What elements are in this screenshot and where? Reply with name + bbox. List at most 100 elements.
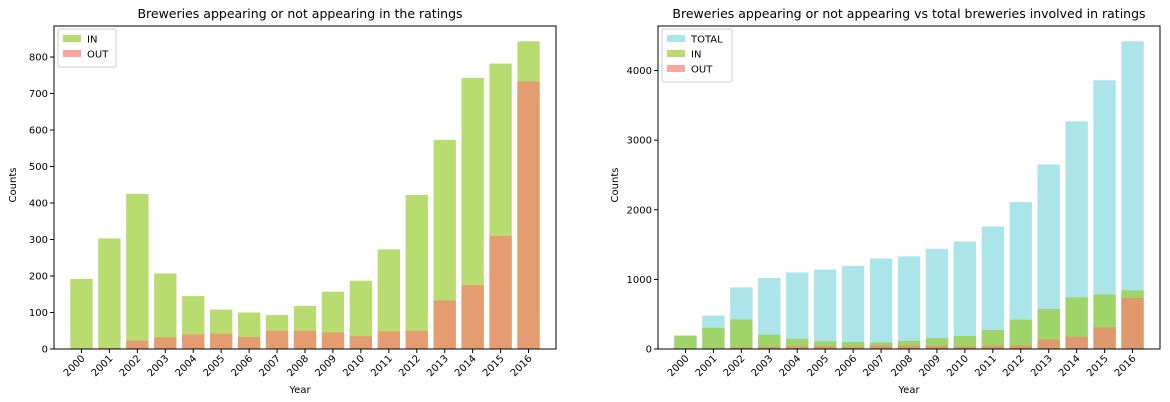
- bar-out-2002: [126, 340, 149, 349]
- bar-out-2016: [1121, 297, 1144, 349]
- x-tick-label: 2016: [509, 353, 535, 379]
- bar-in-2000: [70, 278, 93, 349]
- bar-in-2011: [981, 330, 1004, 349]
- bar-in-2010: [349, 280, 373, 349]
- legend-label-out: OUT: [87, 50, 109, 61]
- x-tick-label: 2011: [369, 353, 395, 379]
- legend: TOTAL IN OUT: [661, 28, 733, 83]
- y-tick-label: 800: [29, 53, 48, 64]
- bar-in-2005: [814, 341, 837, 349]
- x-tick-label: 2012: [397, 353, 423, 379]
- y-axis-label: Counts: [610, 168, 621, 203]
- bar-out-2016: [517, 81, 540, 349]
- legend-swatch-total: [667, 35, 685, 42]
- bar-out-2004: [786, 346, 809, 349]
- bar-out-2010: [349, 336, 373, 349]
- x-tick-label: 2007: [861, 353, 887, 379]
- y-tick-label: 300: [29, 235, 48, 246]
- bar-total-2014: [1065, 121, 1088, 350]
- x-tick-label: 2000: [62, 353, 88, 379]
- bar-out-2009: [321, 332, 345, 349]
- x-tick-label: 2004: [174, 353, 200, 379]
- x-tick-label: 2013: [1029, 353, 1055, 379]
- x-tick-label: 2010: [341, 353, 367, 379]
- legend-swatch-in: [667, 50, 685, 57]
- x-tick-label: 2007: [257, 353, 283, 379]
- bar-total-2006: [841, 265, 865, 349]
- x-tick-label: 2009: [313, 353, 339, 379]
- bar-total-2008: [897, 256, 921, 349]
- chart-title: Breweries appearing or not appearing in …: [137, 6, 462, 21]
- x-tick-label: 2002: [722, 353, 748, 379]
- x-tick-label: 2014: [453, 353, 479, 379]
- bar-in-2013: [433, 139, 456, 349]
- bar-total-2003: [758, 278, 781, 349]
- x-tick-label: 2001: [90, 353, 116, 379]
- bar-out-2006: [237, 336, 261, 349]
- x-tick-label: 2005: [202, 353, 228, 379]
- bar-in-2014: [1065, 297, 1088, 349]
- bar-in-2013: [1037, 309, 1060, 349]
- bar-out-2013: [1037, 339, 1060, 349]
- plot-frame: [657, 25, 1161, 350]
- x-tick-label: 2000: [666, 353, 692, 379]
- y-tick-label: 600: [29, 126, 48, 137]
- chart-in-out: Breweries appearing or not appearing in …: [8, 6, 557, 396]
- bar-out-2012: [405, 330, 428, 349]
- bar-out-2002: [730, 347, 753, 349]
- y-tick-label: 4000: [627, 66, 652, 77]
- x-tick-label: 2015: [481, 353, 507, 379]
- bar-out-2010: [953, 346, 977, 349]
- x-tick-label: 2011: [973, 353, 999, 379]
- bar-in-2011: [377, 249, 400, 349]
- bar-out-2003: [154, 337, 177, 349]
- x-tick-label: 2005: [806, 353, 832, 379]
- y-tick-label: 700: [29, 89, 48, 100]
- x-tick-label: 2006: [833, 353, 859, 379]
- y-tick-label: 500: [29, 162, 48, 173]
- bar-out-2013: [433, 300, 456, 349]
- bar-out-2009: [925, 345, 949, 349]
- bar-out-2005: [814, 346, 837, 349]
- y-tick-label: 0: [42, 345, 48, 356]
- bar-in-2003: [154, 273, 177, 349]
- bar-out-2015: [489, 235, 512, 349]
- y-tick-label: 2000: [627, 205, 652, 216]
- chart-total-in-out: Breweries appearing or not appearing vs …: [610, 6, 1161, 396]
- bar-out-2011: [377, 331, 400, 349]
- legend-label-out: OUT: [691, 65, 713, 76]
- bar-in-2006: [841, 342, 865, 349]
- chart-title: Breweries appearing or not appearing vs …: [672, 6, 1145, 21]
- bar-in-2002: [126, 193, 149, 349]
- x-tick-label: 2001: [694, 353, 720, 379]
- bar-out-2004: [182, 334, 205, 349]
- bar-total-2009: [925, 248, 949, 349]
- bar-in-2012: [1009, 319, 1032, 349]
- bar-in-2001: [98, 238, 121, 349]
- bar-total-2007: [869, 258, 893, 349]
- bar-in-2000: [674, 335, 697, 349]
- x-tick-label: 2004: [778, 353, 804, 379]
- legend-label-in: IN: [691, 50, 701, 61]
- y-ticks: 0 1000 2000 3000 4000: [627, 66, 658, 356]
- bar-out-2003: [758, 346, 781, 349]
- legend-label-in: IN: [87, 35, 97, 46]
- legend-swatch-in: [63, 35, 81, 42]
- bar-in-2009: [925, 338, 949, 349]
- bar-out-2005: [210, 333, 233, 349]
- y-tick-label: 1000: [627, 275, 652, 286]
- bar-out-2012: [1009, 345, 1032, 349]
- bar-out-2001: [98, 347, 121, 349]
- bar-group: [674, 41, 1144, 350]
- y-tick-label: 100: [29, 308, 48, 319]
- x-tick-label: 2003: [146, 353, 172, 379]
- x-tick-label: 2009: [917, 353, 943, 379]
- bar-out-2007: [869, 345, 893, 349]
- y-ticks: 0 100 200 300 400 500 600 700 800: [29, 53, 54, 356]
- legend-swatch-out: [667, 65, 685, 72]
- x-tick-label: 2013: [425, 353, 451, 379]
- bar-in-2003: [758, 334, 781, 349]
- bar-total-2011: [981, 226, 1004, 349]
- bar-group: [70, 41, 540, 350]
